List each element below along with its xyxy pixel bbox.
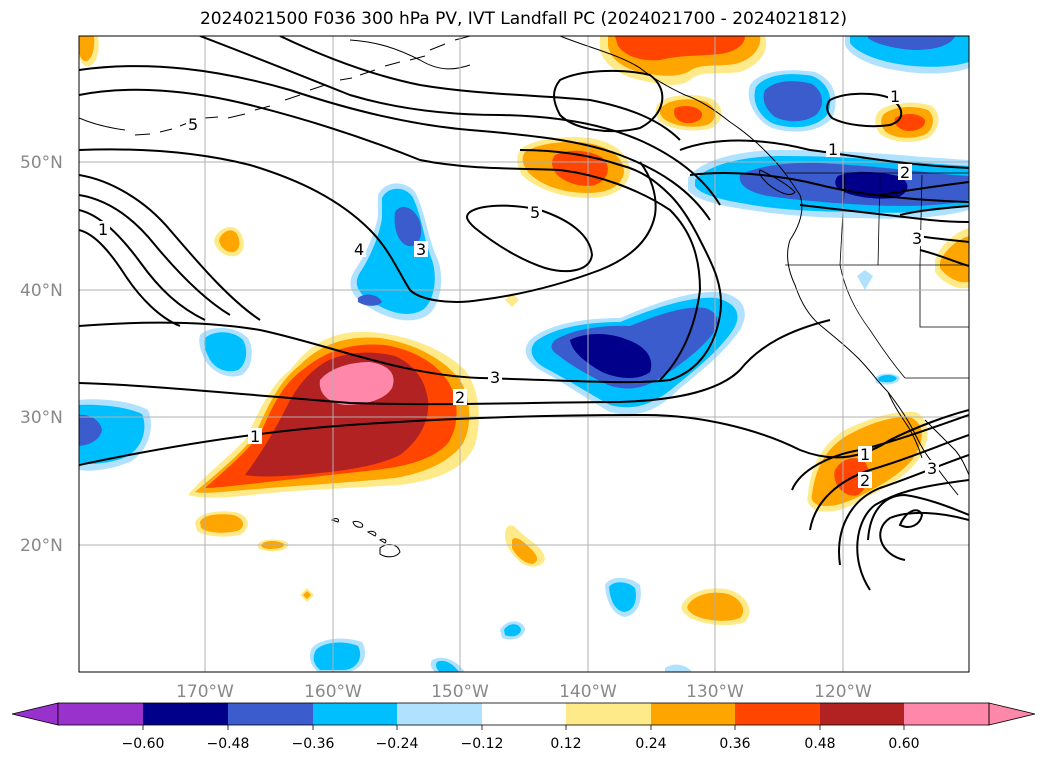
lat-label-20n: 20°N [20, 536, 63, 556]
contour-label-5: 5 [530, 203, 540, 222]
lon-label-150w: 150°W [431, 682, 489, 702]
colorbar-tick-label: 0.12 [550, 736, 581, 752]
colorbar-bin [228, 703, 313, 725]
colorbar-tick-label: −0.12 [461, 736, 504, 752]
lat-label-40n: 40°N [20, 281, 63, 301]
contour-label-5b: 5 [188, 115, 198, 134]
contour-label-1b: 1 [828, 140, 838, 159]
contour-label-1: 1 [250, 427, 260, 446]
lat-label-50n: 50°N [20, 153, 63, 173]
colorbar-bin [820, 703, 904, 725]
colorbar-bin [566, 703, 651, 725]
pv-contour-3 [79, 149, 722, 384]
contour-label-3d: 3 [927, 459, 937, 478]
contour-labels: 1 2 3 4 5 3 5 1 1 2 3 1 2 3 [96, 87, 939, 490]
pv-contour-1 [79, 409, 969, 466]
contour-label-3c: 3 [912, 229, 922, 248]
colorbar-frame [57, 702, 990, 726]
pv-contour-2 [79, 319, 831, 406]
lon-label-120w: 120°W [814, 682, 872, 702]
contour-label-4: 4 [354, 240, 364, 259]
lon-label-140w: 140°W [559, 682, 617, 702]
colorbar-tick-label: 0.60 [888, 736, 919, 752]
colorbar-tick-label: −0.48 [207, 736, 250, 752]
colorbar-tick-label: 0.48 [804, 736, 835, 752]
contour-label-2: 2 [455, 388, 465, 407]
contour-label-2b: 2 [900, 163, 910, 182]
colorbar-tick-label: −0.36 [292, 736, 335, 752]
map-title: 2024021500 F036 300 hPa PV, IVT Landfall… [199, 9, 847, 29]
state-borders [785, 172, 969, 379]
colorbar-bin [735, 703, 820, 725]
latitude-labels: 50°N 40°N 30°N 20°N [20, 153, 63, 556]
colorbar-bin [904, 703, 989, 725]
colorbar-tick-label: −0.60 [122, 736, 165, 752]
colorbar-bin [143, 703, 228, 725]
map-frame [78, 35, 970, 673]
lon-label-130w: 130°W [686, 682, 744, 702]
contour-label-1c: 1 [890, 87, 900, 106]
colorbar-tick-label: 0.24 [635, 736, 666, 752]
lat-label-30n: 30°N [20, 408, 63, 428]
colorbar-tick-label: −0.24 [376, 736, 419, 752]
pv-contour-4 [79, 148, 657, 303]
contour-label-2c: 2 [860, 471, 870, 490]
colorbar-bin [397, 703, 482, 725]
lon-label-160w: 160°W [304, 682, 362, 702]
lon-label-170w: 170°W [176, 682, 234, 702]
colorbar-bin [58, 703, 143, 725]
contour-label-1e: 1 [98, 220, 108, 239]
contour-label-3b: 3 [416, 240, 426, 259]
longitude-labels: 170°W 160°W 150°W 140°W 130°W 120°W [176, 682, 872, 702]
colorbar: −0.60 −0.48 −0.36 −0.24 −0.12 0.12 0.24 … [11, 702, 1036, 752]
colorbar-extend-high [988, 702, 1036, 726]
colorbar-bin [313, 703, 397, 725]
colorbar-bin [651, 703, 735, 725]
contour-label-1d: 1 [860, 445, 870, 464]
contour-label-3: 3 [490, 368, 500, 387]
colorbar-tick-label: 0.36 [719, 736, 750, 752]
colorbar-bin [482, 703, 566, 725]
colorbar-extend-low [11, 702, 59, 726]
